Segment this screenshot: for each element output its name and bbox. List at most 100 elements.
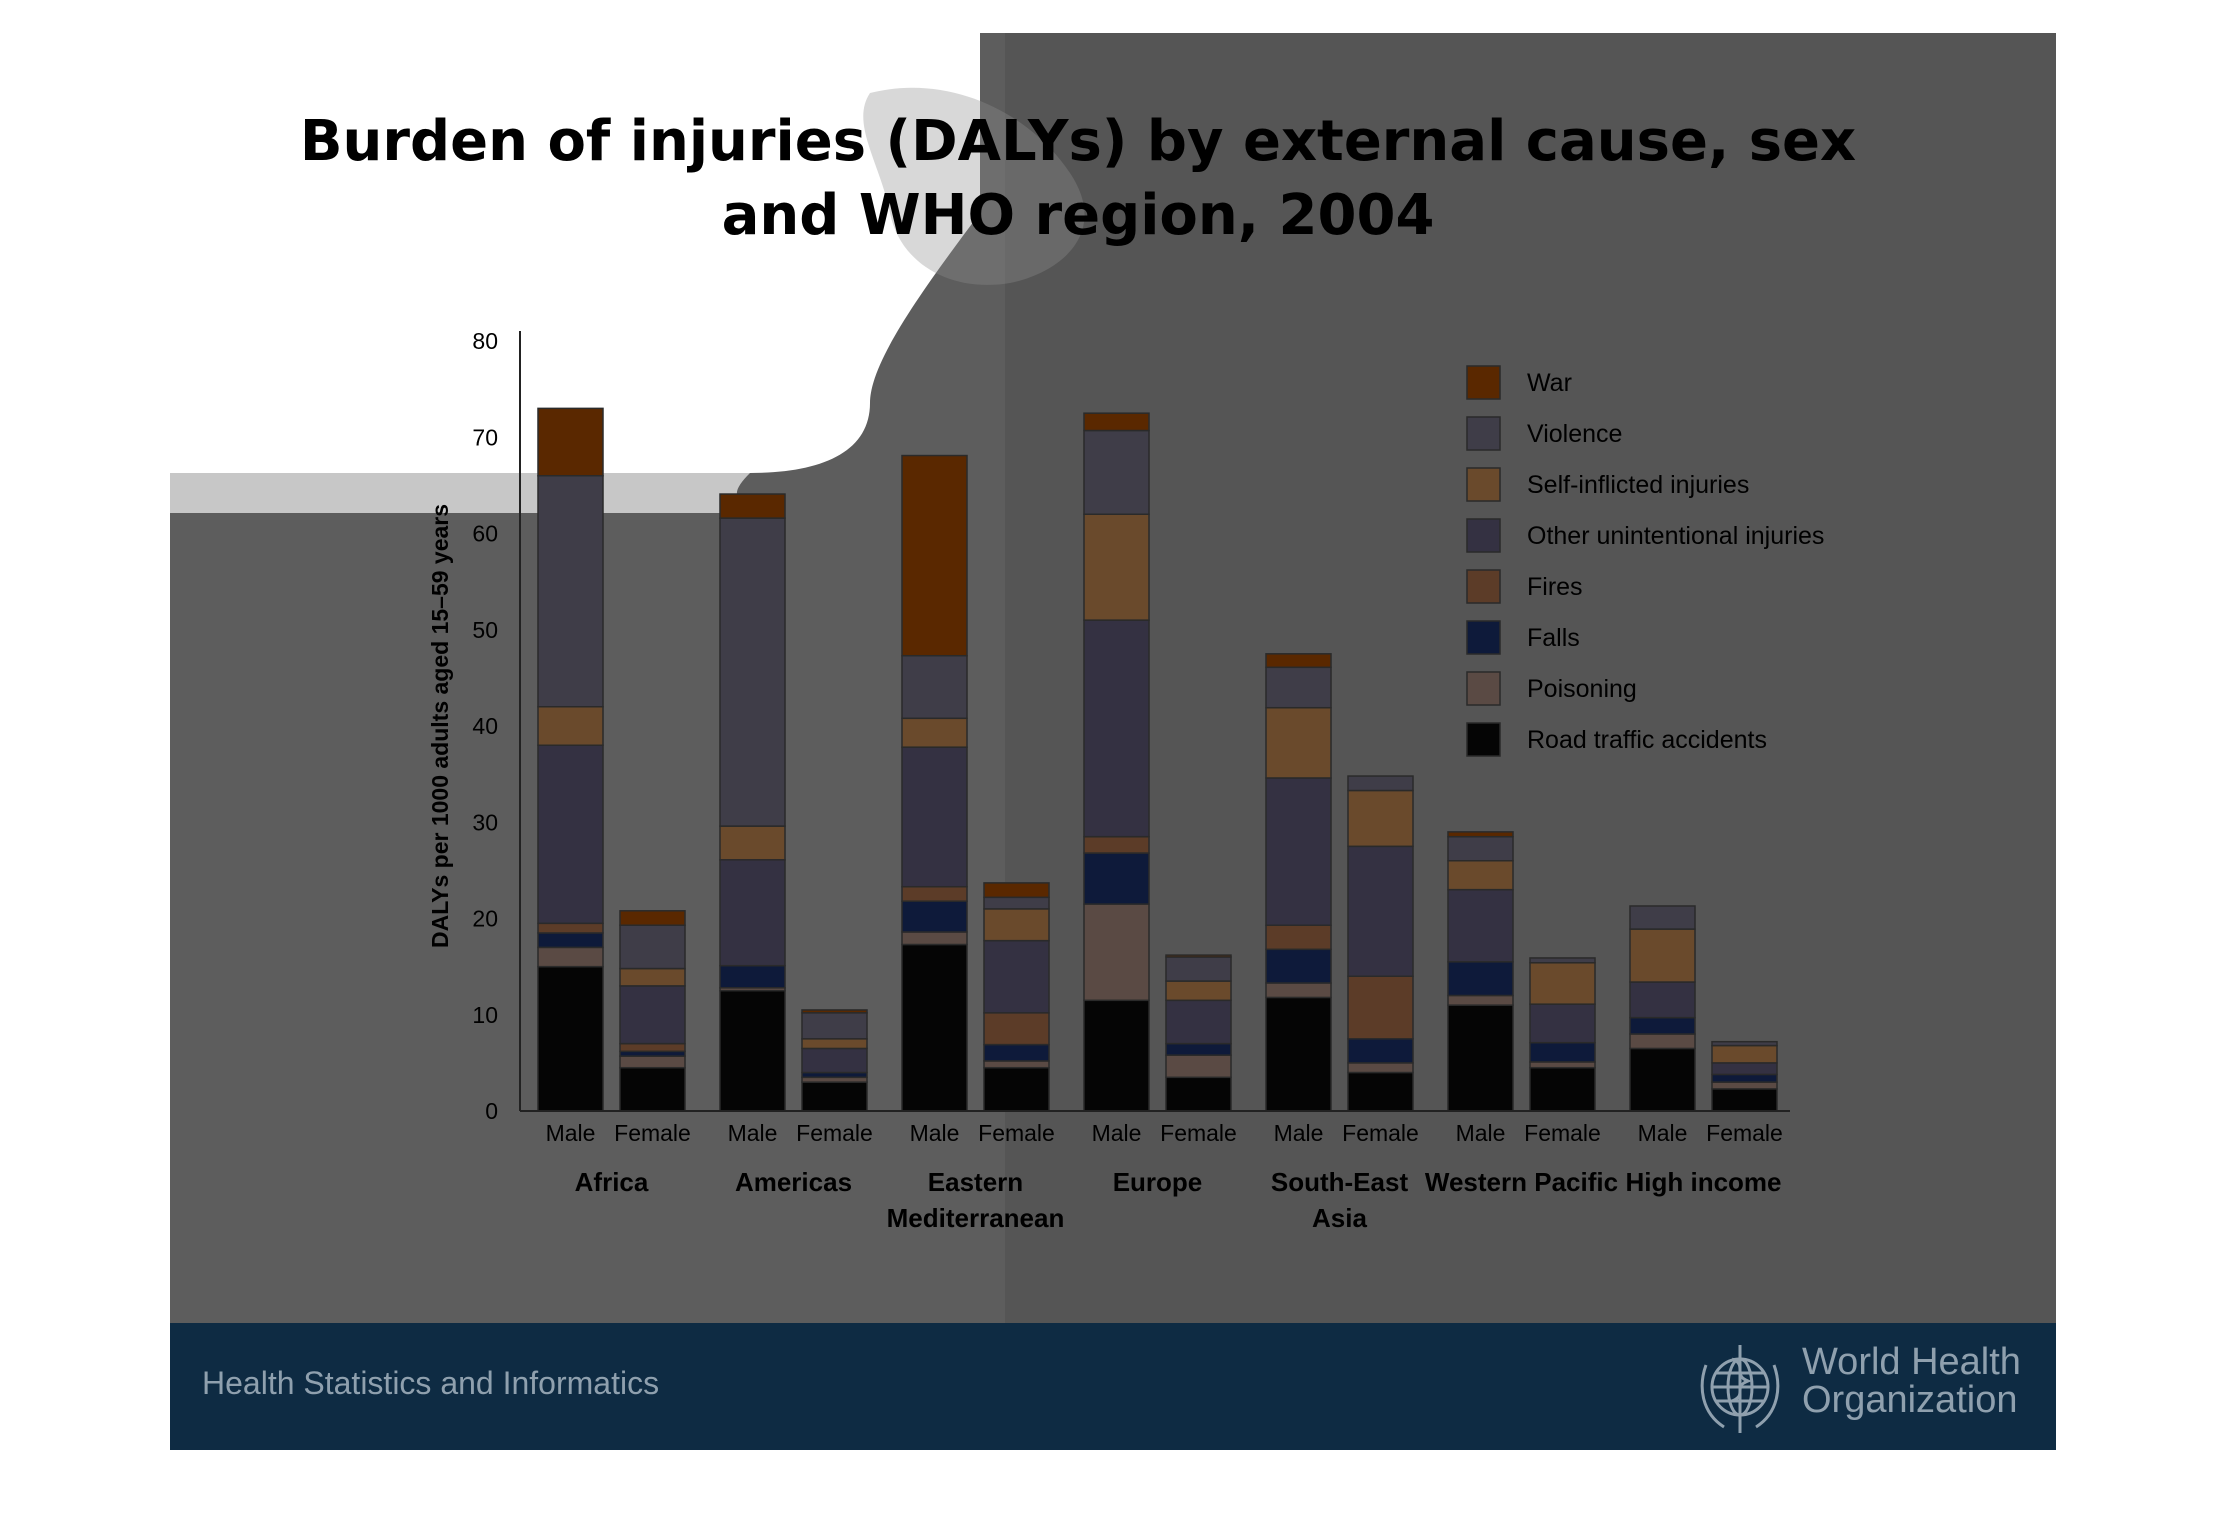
y-tick-label: 40	[472, 713, 498, 739]
y-tick-label: 10	[472, 1002, 498, 1028]
bar-segment	[901, 900, 968, 933]
labels-layer: Male Female Male Female Male Female Male Female…	[546, 1120, 1783, 1233]
group-label: High income	[1625, 1167, 1781, 1197]
bar-segment	[1265, 777, 1332, 926]
bar-segment	[1165, 999, 1232, 1045]
legend-swatch	[1466, 467, 1501, 502]
legend: War Violence Self-inflicted injuries Other …	[1466, 365, 1824, 757]
who-emblem-icon	[1700, 1345, 1780, 1433]
group-label: Europe	[1113, 1167, 1203, 1197]
bar-segment	[719, 493, 786, 519]
bar-segment	[1711, 1040, 1778, 1047]
bar-segment	[1165, 1042, 1232, 1056]
bar-segment	[1711, 1044, 1778, 1064]
bar-segment	[983, 896, 1050, 910]
legend-swatch	[1466, 518, 1501, 553]
footer-text: Health Statistics and Informatics	[202, 1365, 660, 1401]
bar-segment	[719, 989, 786, 1112]
sex-label: Male	[1638, 1120, 1688, 1146]
y-tick-label: 20	[472, 906, 498, 932]
bar-segment	[1447, 1004, 1514, 1112]
bar-segment	[1447, 994, 1514, 1006]
bar-segment	[901, 717, 968, 748]
bar-segment	[983, 1043, 1050, 1062]
legend-label: War	[1527, 369, 1572, 397]
bar-segment	[1529, 957, 1596, 964]
bar-segment	[1165, 1076, 1232, 1112]
bar-segment	[537, 475, 604, 708]
bar-segment	[801, 1009, 868, 1014]
slide-title: Burden of injuries (DALYs) by external c…	[170, 105, 1986, 253]
y-tick-label: 0	[485, 1098, 498, 1124]
sex-label: Male	[546, 1120, 596, 1146]
sex-label: Female	[1160, 1120, 1237, 1146]
bar-segment	[1265, 948, 1332, 984]
y-tick-label: 30	[472, 809, 498, 835]
bar-segment	[619, 985, 686, 1045]
bar-segment	[801, 1047, 868, 1074]
legend-label: Falls	[1527, 624, 1580, 652]
bar-segment	[619, 1066, 686, 1112]
sex-label: Male	[910, 1120, 960, 1146]
bar-segment	[1083, 513, 1150, 621]
group-label: Americas	[735, 1167, 852, 1197]
bar-segment	[901, 654, 968, 720]
bar-segment	[1347, 1071, 1414, 1112]
sex-label: Female	[614, 1120, 691, 1146]
bar-segment	[619, 924, 686, 970]
legend-swatch	[1466, 620, 1501, 655]
bar-segment	[1083, 903, 1150, 1002]
bar-segment	[1265, 982, 1332, 999]
legend-label: Other unintentional injuries	[1527, 522, 1824, 550]
bar-segment	[537, 965, 604, 1112]
bar-segment	[1083, 999, 1150, 1112]
bar-segment	[1629, 1047, 1696, 1112]
bar-segment	[1447, 888, 1514, 963]
axis-layer: 0 10 20 30 40 50 60 70 80 DALYs per 1000 adults a…	[427, 328, 1790, 1124]
bar-segment	[1447, 961, 1514, 997]
map-watermark	[863, 87, 1085, 285]
group-label: Asia	[1312, 1203, 1367, 1233]
bar-segment	[619, 967, 686, 987]
bar-segment	[1265, 653, 1332, 669]
bar-segment	[801, 1038, 868, 1050]
legend-swatch	[1466, 671, 1501, 706]
sex-label: Female	[1524, 1120, 1601, 1146]
legend-swatch	[1466, 722, 1501, 757]
bar-segment	[801, 1081, 868, 1112]
bar-segment	[719, 825, 786, 861]
bar-segment	[1447, 831, 1514, 838]
bar-segment	[1347, 975, 1414, 1040]
bar-segment	[1265, 924, 1332, 951]
bar-segment	[1629, 1016, 1696, 1035]
bar-segment	[1165, 954, 1232, 958]
sex-label: Female	[1706, 1120, 1783, 1146]
y-tick-label: 50	[472, 617, 498, 643]
sex-label: Female	[1342, 1120, 1419, 1146]
bar-segment	[1165, 980, 1232, 1002]
bar-segment	[1529, 1061, 1596, 1069]
bar-segment	[1347, 845, 1414, 977]
bar-segment	[1265, 996, 1332, 1112]
bar-segment	[983, 882, 1050, 899]
bar-segment	[1629, 928, 1696, 983]
legend-label: Self-inflicted injuries	[1527, 471, 1749, 499]
y-tick-label: 60	[472, 521, 498, 547]
group-label: South-East	[1271, 1167, 1409, 1197]
bar-segment	[1347, 775, 1414, 792]
bar-segment	[801, 1012, 868, 1040]
slide: Burden of injuries (DALYs) by external c…	[170, 33, 2056, 1450]
bar-segment	[983, 1066, 1050, 1112]
bar-segment	[983, 939, 1050, 1014]
group-label: Eastern	[928, 1167, 1023, 1197]
bar-segment	[983, 1060, 1050, 1069]
bar-segment	[537, 922, 604, 934]
bar-segment	[1711, 1088, 1778, 1112]
org-name-line-2: Organization	[1802, 1379, 2018, 1421]
bar-segment	[1629, 905, 1696, 930]
bar-segment	[537, 706, 604, 746]
sex-label: Male	[728, 1120, 778, 1146]
bar-segment	[1083, 835, 1150, 854]
bar-segment	[537, 946, 604, 968]
title-line-1: Burden of injuries (DALYs) by external c…	[299, 109, 1857, 174]
